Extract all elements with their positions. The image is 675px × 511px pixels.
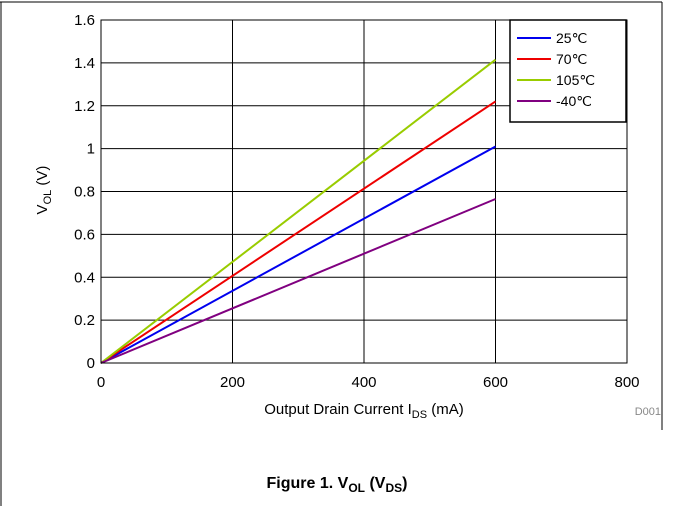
legend-label: 70℃ [556, 51, 587, 67]
y-tick-label: 0.6 [74, 226, 95, 243]
legend-box [509, 19, 627, 123]
series-line [100, 198, 496, 364]
x-tick-label: 600 [483, 374, 508, 391]
series-line [100, 58, 497, 364]
y-tick-labels: 0 0.2 0.4 0.6 0.8 1 1.2 1.4 1.6 [74, 12, 95, 372]
x-tick-label: 200 [220, 374, 245, 391]
series-line [100, 100, 497, 364]
y-tick-label: 1.6 [74, 12, 95, 29]
y-tick-label: 1 [87, 141, 95, 158]
x-tick-label: 0 [97, 374, 105, 391]
y-tick-label: 0 [87, 355, 95, 372]
y-tick-label: 0.8 [74, 184, 95, 201]
legend: 25℃ 70℃ 105℃ -40℃ [509, 19, 627, 123]
x-axis-label-sub: DS [412, 409, 427, 421]
figure-code: D001 [635, 406, 661, 418]
caption-mid: (V [365, 475, 386, 492]
y-tick-label: 0.2 [74, 312, 95, 329]
y-axis-label-main: V [34, 204, 51, 214]
y-axis-label-sub: OL [42, 190, 54, 205]
legend-label: 25℃ [556, 30, 587, 46]
figure-caption: Figure 1. VOL (VDS) [267, 475, 408, 495]
y-tick-label: 0.4 [74, 269, 95, 286]
y-tick-label: 1.2 [74, 98, 95, 115]
caption-sub-ds: DS [385, 481, 402, 495]
plot-area-border [100, 19, 628, 364]
legend-label: 105℃ [556, 72, 595, 88]
caption-suffix: ) [402, 475, 407, 492]
x-tick-label: 400 [351, 374, 376, 391]
series-lines [100, 58, 497, 364]
y-tick-label: 1.4 [74, 55, 95, 72]
x-axis-label: Output Drain Current IDS (mA) [264, 401, 464, 421]
legend-label: -40℃ [556, 93, 592, 109]
caption-prefix: Figure 1. V [267, 475, 349, 492]
y-axis-label-unit: (V) [34, 166, 51, 190]
caption-sub-ol: OL [348, 481, 365, 495]
y-axis-label: VOL (V) [34, 166, 54, 215]
x-axis-label-main: Output Drain Current I [264, 401, 412, 418]
series-line [100, 145, 496, 364]
x-tick-labels: 0 200 400 600 800 [97, 374, 640, 391]
x-tick-label: 800 [614, 374, 639, 391]
x-axis-label-unit: (mA) [427, 401, 464, 418]
